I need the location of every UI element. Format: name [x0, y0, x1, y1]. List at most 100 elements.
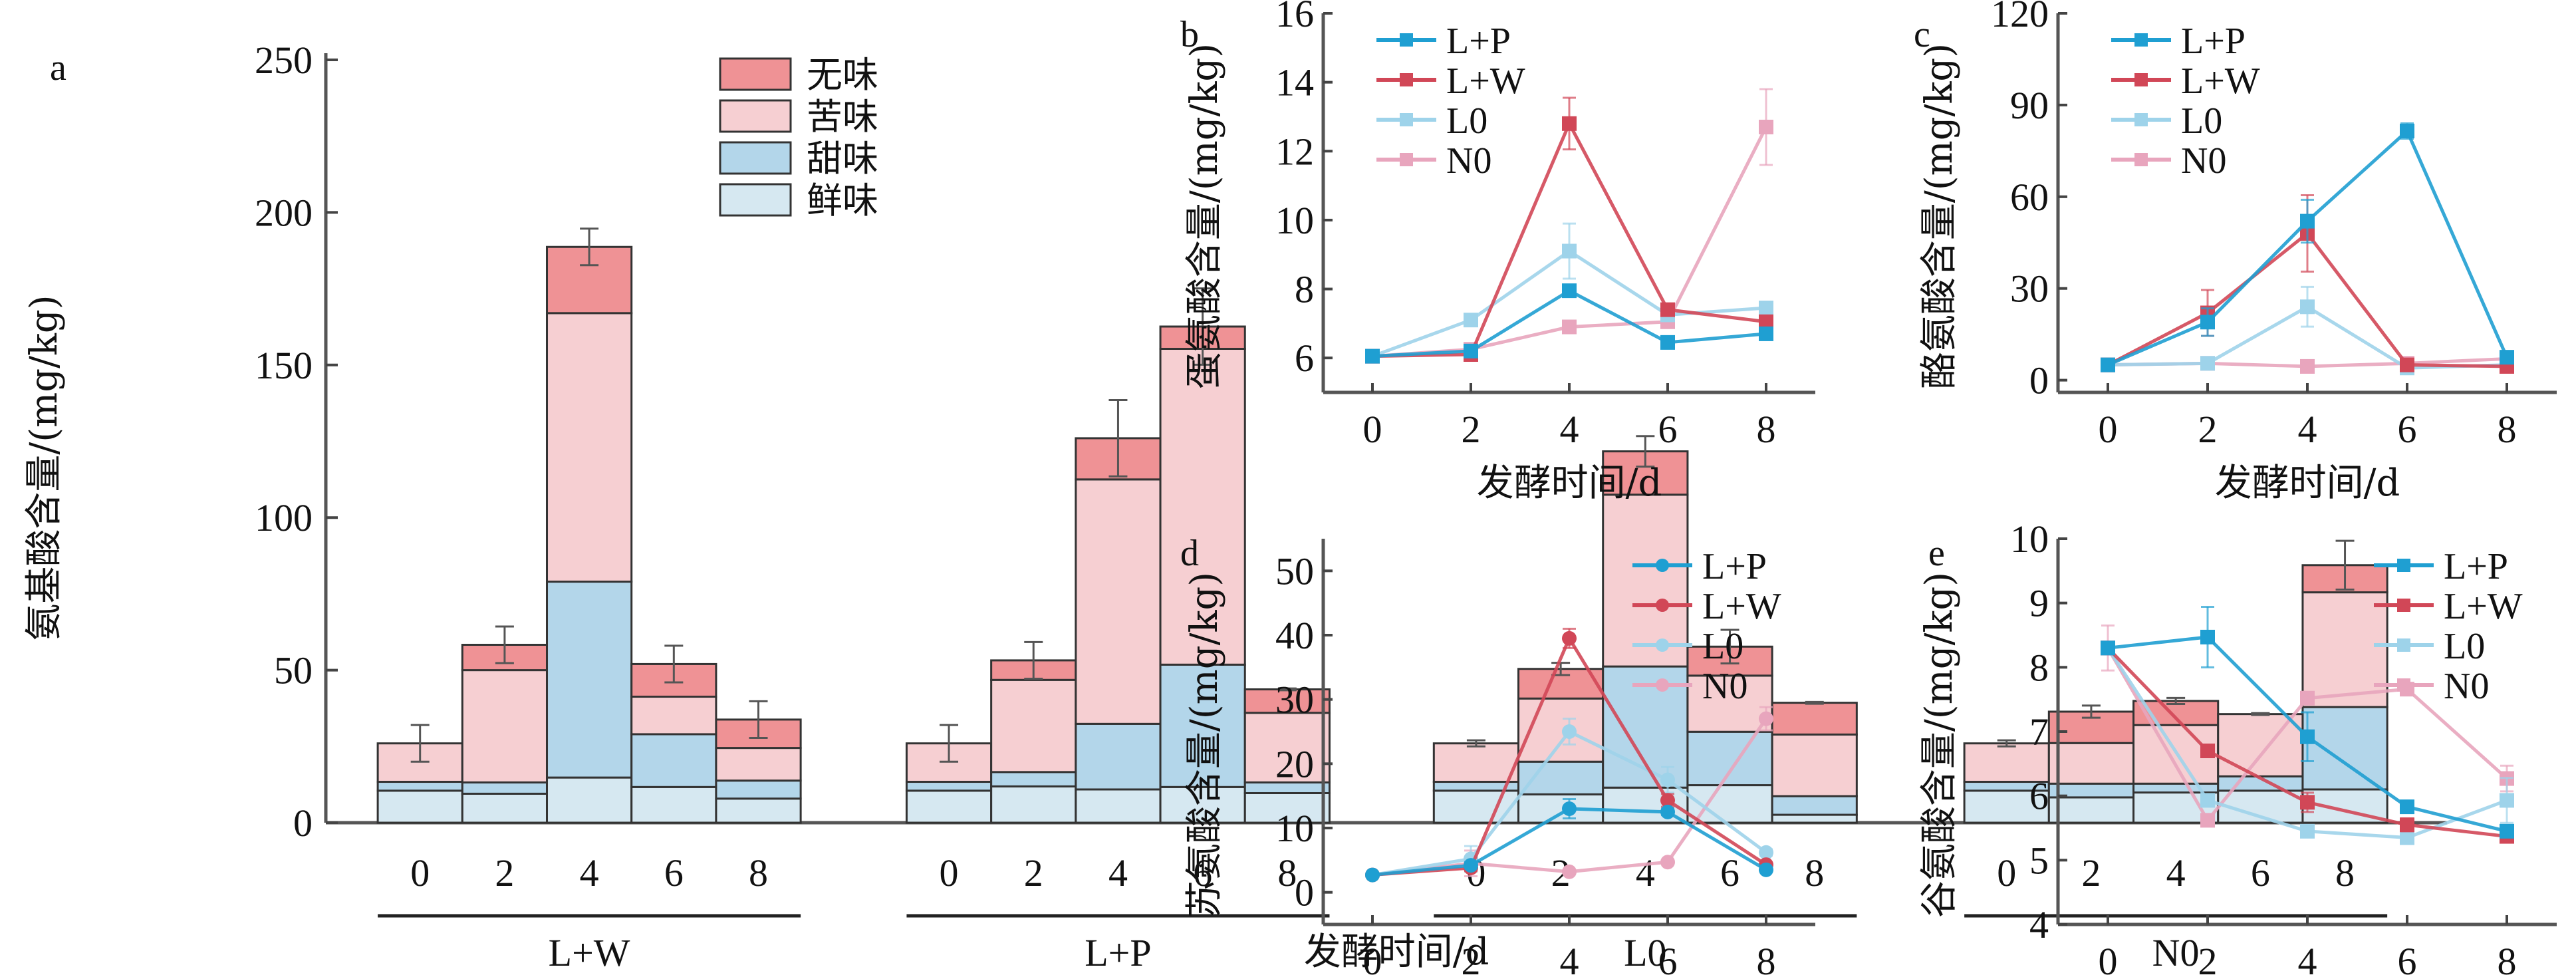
data-point-L+P-d4: [2300, 729, 2315, 744]
panel-a: [324, 53, 2448, 918]
bar-L+W-d0-鲜味: [376, 789, 463, 824]
panel-b-y-title: 蛋氨酸含量/(mg/kg): [1183, 43, 1226, 389]
data-point-L+P-d6: [2400, 123, 2414, 138]
bar-L+W-d8-鲜味: [715, 797, 802, 824]
data-point-L+P-d2: [1464, 858, 1478, 873]
data-point-L+W-d4: [1562, 630, 1577, 646]
data-point-L+P-d6: [1660, 804, 1675, 819]
panel-b-x-tick-label: 8: [1757, 408, 1776, 451]
data-point-L+W-d6: [2400, 817, 2414, 833]
data-point-L0-d4: [2300, 299, 2315, 315]
bar-L0-d0-苦味: [1432, 742, 1520, 783]
panel-e-y-tick-label: 7: [2029, 710, 2049, 754]
data-point-L+W-d6: [1660, 302, 1675, 317]
bar-L0-d6-甜味: [1686, 730, 1773, 787]
bar-L+W-d4-苦味: [546, 312, 633, 583]
panel-d-y-tick-label: 30: [1275, 678, 1314, 722]
legend-marker-N0: [2134, 153, 2148, 166]
bar-L+P-d6-甜味: [1159, 663, 1246, 788]
bar-L+P-d2-鲜味: [990, 785, 1077, 824]
legend-marker-L+P: [2134, 33, 2148, 47]
data-point-L+W-d8: [1759, 314, 1773, 329]
panel-c-letter: c: [1914, 14, 1930, 55]
panel-a-x-tick-label: 2: [1024, 851, 1043, 895]
panel-d: [1321, 539, 1815, 926]
bar-L+W-d4-无味: [546, 245, 633, 315]
legend-label-L+W: L+W: [2444, 586, 2523, 627]
legend-marker-L0: [2397, 638, 2410, 652]
legend-marker-N0: [1400, 153, 1413, 166]
panel-c-y-tick-label: 0: [2029, 359, 2049, 402]
panel-a-x-tick-label: 2: [2081, 851, 2101, 895]
legend-label-L+P: L+P: [1446, 21, 1511, 62]
data-point-L+P-d6: [2400, 799, 2414, 815]
bar-L0-d8-苦味: [1771, 733, 1858, 797]
legend-swatch-甜味: [719, 141, 792, 175]
panel-b-x-tick-label: 2: [1462, 408, 1481, 451]
panel-b-letter: b: [1180, 14, 1199, 55]
data-point-L+W-d6: [1660, 793, 1675, 808]
panel-a-x-tick-label: 6: [1720, 851, 1739, 895]
panel-e-y-tick-label: 9: [2029, 582, 2049, 625]
panel-a-x-tick-label: 8: [1805, 851, 1824, 895]
legend-swatch-无味: [719, 57, 792, 91]
panel-a-y-tick-label: 250: [255, 39, 313, 82]
panel-e: [2056, 537, 2557, 926]
legend-label-N0: N0: [1702, 666, 1747, 707]
legend-marker-L+W: [2134, 73, 2148, 86]
bar-L0-d2-鲜味: [1517, 793, 1605, 824]
panel-e-y-tick-label: 6: [2029, 775, 2049, 818]
panel-c-x-tick-label: 4: [2298, 408, 2317, 451]
group-label-N0: N0: [2152, 931, 2200, 974]
legend-label-L+P: L+P: [2181, 21, 2246, 62]
bar-L0-d8-无味: [1771, 702, 1858, 736]
bar-L0-d0-鲜味: [1432, 789, 1520, 824]
data-point-L+W-d4: [1562, 116, 1577, 131]
panel-d-y-tick-label: 0: [1295, 871, 1314, 914]
bar-L+W-d4-鲜味: [546, 776, 633, 824]
bar-L+P-d8-苦味: [1243, 712, 1331, 783]
legend-marker-L0: [1400, 113, 1413, 126]
bar-L+W-d6-苦味: [630, 696, 717, 736]
bar-L+W-d2-苦味: [461, 669, 549, 783]
panel-d-x-tick-label: 0: [1363, 940, 1382, 977]
panel-a-x-tick-label: 0: [1997, 851, 2016, 895]
bar-L0-d8-鲜味: [1771, 813, 1858, 824]
panel-d-y-tick-label: 20: [1275, 742, 1314, 785]
legend-marker-N0: [2397, 678, 2410, 692]
data-point-L0-d2: [2200, 356, 2215, 371]
group-label-L0: L0: [1624, 931, 1666, 974]
data-point-L+P-d2: [1464, 343, 1478, 358]
panel-b-x-tick-label: 6: [1658, 408, 1678, 451]
bar-N0-d0-苦味: [1963, 742, 2050, 783]
data-point-L0-d8: [1759, 845, 1773, 860]
data-point-L+P-d8: [1759, 326, 1773, 341]
data-point-L0-d2: [1464, 313, 1478, 328]
panel-a-x-tick-label: 8: [1277, 851, 1297, 895]
legend-label-N0: N0: [2444, 666, 2489, 707]
panel-a-x-tick-label: 6: [1193, 851, 1212, 895]
data-point-L+P-d4: [1562, 801, 1577, 816]
legend-marker-L0: [1656, 638, 1669, 652]
panel-a-x-tick-label: 6: [2251, 851, 2270, 895]
data-point-N0-d4: [1562, 864, 1577, 879]
bar-L+P-d0-鲜味: [905, 789, 993, 824]
legend-label-L0: L0: [2444, 626, 2485, 667]
legend-marker-L+W: [1656, 599, 1669, 612]
data-point-L0-d4: [1562, 724, 1577, 739]
panel-a-x-tick-label: 4: [580, 851, 599, 895]
bar-L0-d2-甜味: [1517, 760, 1605, 795]
data-point-L0-d2: [2200, 793, 2215, 808]
panel-a-x-tick-label: 4: [1636, 851, 1655, 895]
panel-e-y-tick-label: 5: [2029, 839, 2049, 882]
panel-a-x-tick-label: 8: [749, 851, 768, 895]
data-point-N0-d8: [1759, 120, 1773, 134]
panel-c-y-tick-label: 120: [1991, 0, 2049, 35]
panel-b-x-tick-label: 4: [1560, 408, 1579, 451]
panel-a-y-tick-label: 200: [255, 191, 313, 234]
legend-label-N0: N0: [1446, 140, 1491, 182]
panel-a-x-tick-label: 6: [664, 851, 684, 895]
panel-a-x-title: 发酵时间/d: [1304, 930, 1489, 974]
legend-label-L+P: L+P: [2444, 546, 2508, 587]
